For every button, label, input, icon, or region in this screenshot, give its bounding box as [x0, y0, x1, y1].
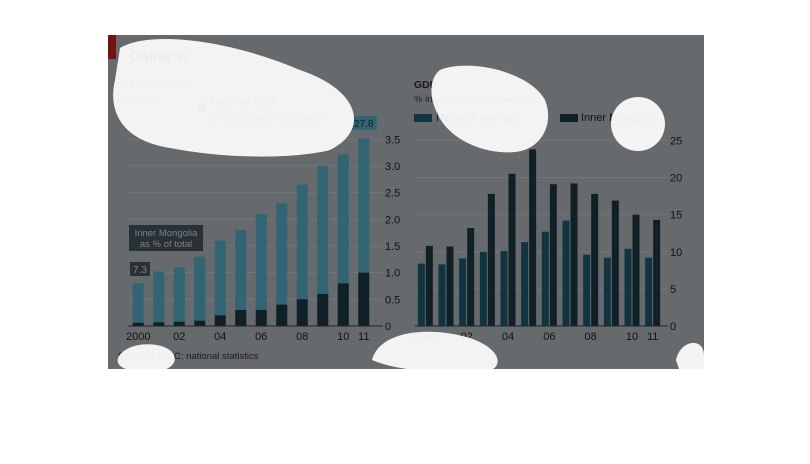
gdp-bar-inner-mongolia [570, 183, 578, 326]
gdp-ytick-label: 10 [670, 247, 682, 259]
source-note: Sources: CEIC; national statistics [118, 351, 259, 362]
gdp-bar-national-average [438, 264, 446, 326]
gdp-bar-national-average [562, 220, 570, 326]
gdp-bar-inner-mongolia [632, 214, 640, 326]
coal-ytick-label: 2.0 [385, 214, 400, 226]
coal-ytick-label: 1.5 [385, 241, 400, 253]
coal-ytick-label: 3.0 [385, 161, 400, 173]
coal-bar-national-total [173, 267, 185, 326]
gdp-bar-national-average [417, 263, 425, 326]
gdp-bar-inner-mongolia [467, 228, 475, 326]
gdp-bar-inner-mongolia [529, 149, 537, 326]
coal-bar-inner-mongolia [358, 272, 370, 326]
gdp-bar-national-average [500, 251, 508, 326]
coal-xtick-label: 08 [296, 331, 308, 343]
coal-bar-inner-mongolia [173, 321, 185, 326]
coal-annotation-line1: Inner Mongolia [135, 228, 199, 239]
coal-bar-inner-mongolia [337, 283, 349, 326]
coal-xtick-label: 02 [173, 331, 185, 343]
gdp-bar-national-average [459, 258, 467, 326]
gdp-xtick-label: 11 [647, 331, 658, 343]
coal-bar-inner-mongolia [255, 310, 267, 326]
coal-end-label: 27.8 [354, 119, 374, 130]
coal-bar-national-total [255, 214, 267, 326]
coal-ytick-label: 2.5 [385, 188, 400, 200]
gdp-bar-national-average [583, 254, 591, 326]
coal-bar-inner-mongolia [214, 315, 226, 326]
coal-xtick-label: 06 [255, 331, 267, 343]
coal-bar-national-total [153, 271, 165, 326]
coal-bar-inner-mongolia [296, 299, 308, 326]
gdp-xtick-label: 02 [461, 331, 473, 343]
gdp-xtick-label: 10 [626, 331, 638, 343]
coal-xtick-label: 2000 [126, 331, 150, 343]
gdp-ytick-label: 20 [670, 173, 682, 185]
coal-bar-inner-mongolia [235, 310, 247, 326]
gdp-bar-inner-mongolia [446, 246, 454, 326]
gdp-ytick-label: 15 [670, 210, 682, 222]
charts-svg: 0 0.5 1.0 1.5 2.0 2.5 3.0 3.5 2000 02 04 06 08 10 11 In… [126, 116, 682, 343]
coal-bar-inner-mongolia [317, 294, 329, 326]
gdp-bar-national-average [645, 257, 653, 326]
gdp-xtick-label: 08 [585, 331, 597, 343]
coal-bar-national-total [214, 240, 226, 326]
coal-ytick-label: 1.0 [385, 268, 400, 280]
gdp-bar-inner-mongolia [653, 219, 661, 326]
coal-bar-inner-mongolia [276, 304, 288, 326]
coal-xtick-label: 10 [337, 331, 349, 343]
gdp-bar-inner-mongolia [487, 193, 495, 326]
gdp-bar-inner-mongolia [425, 245, 433, 326]
coal-bar-national-total [194, 256, 206, 326]
coal-xtick-label: 04 [214, 331, 226, 343]
gdp-bar-inner-mongolia [611, 200, 619, 326]
gdp-xtick-label: 06 [543, 331, 555, 343]
gdp-ytick-label: 5 [670, 284, 676, 296]
coal-bar-inner-mongolia [194, 320, 206, 326]
gdp-bar-inner-mongolia [508, 173, 516, 326]
gdp-bar-inner-mongolia [549, 184, 557, 326]
gdp-ytick-label: 25 [670, 135, 682, 147]
coal-start-label: 7.3 [133, 265, 147, 276]
gdp-bar-national-average [624, 248, 632, 326]
coal-ytick-label: 3.5 [385, 134, 400, 146]
gdp-ytick-label: 0 [670, 321, 676, 333]
gdp-xtick-label: 2000 [413, 331, 437, 343]
gdp-bar-national-average [521, 242, 529, 326]
coal-xtick-label: 11 [358, 331, 369, 343]
gdp-bar-national-average [479, 251, 487, 326]
coal-bar-national-total [132, 283, 144, 326]
coal-bar-inner-mongolia [153, 322, 165, 326]
coal-annotation-line2: as % of total [140, 239, 192, 250]
gdp-xtick-label: 04 [502, 331, 514, 343]
chart-figure: China's: coal production Tonnes bn GDP %… [108, 35, 704, 369]
gdp-bar-national-average [603, 257, 611, 326]
coal-ytick-label: 0 [385, 321, 391, 333]
gdp-bar-national-average [541, 231, 549, 326]
coal-ytick-label: 0.5 [385, 294, 400, 306]
gdp-bar-inner-mongolia [591, 193, 599, 326]
